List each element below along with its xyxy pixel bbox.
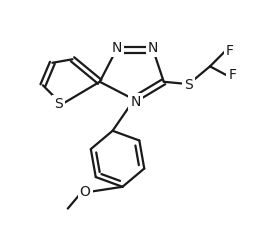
- Text: N: N: [111, 41, 121, 55]
- Text: F: F: [229, 68, 236, 82]
- Text: N: N: [130, 95, 141, 109]
- Text: S: S: [54, 97, 63, 111]
- Text: F: F: [226, 44, 234, 58]
- Text: S: S: [184, 78, 193, 92]
- Text: N: N: [148, 41, 158, 55]
- Text: O: O: [80, 185, 91, 200]
